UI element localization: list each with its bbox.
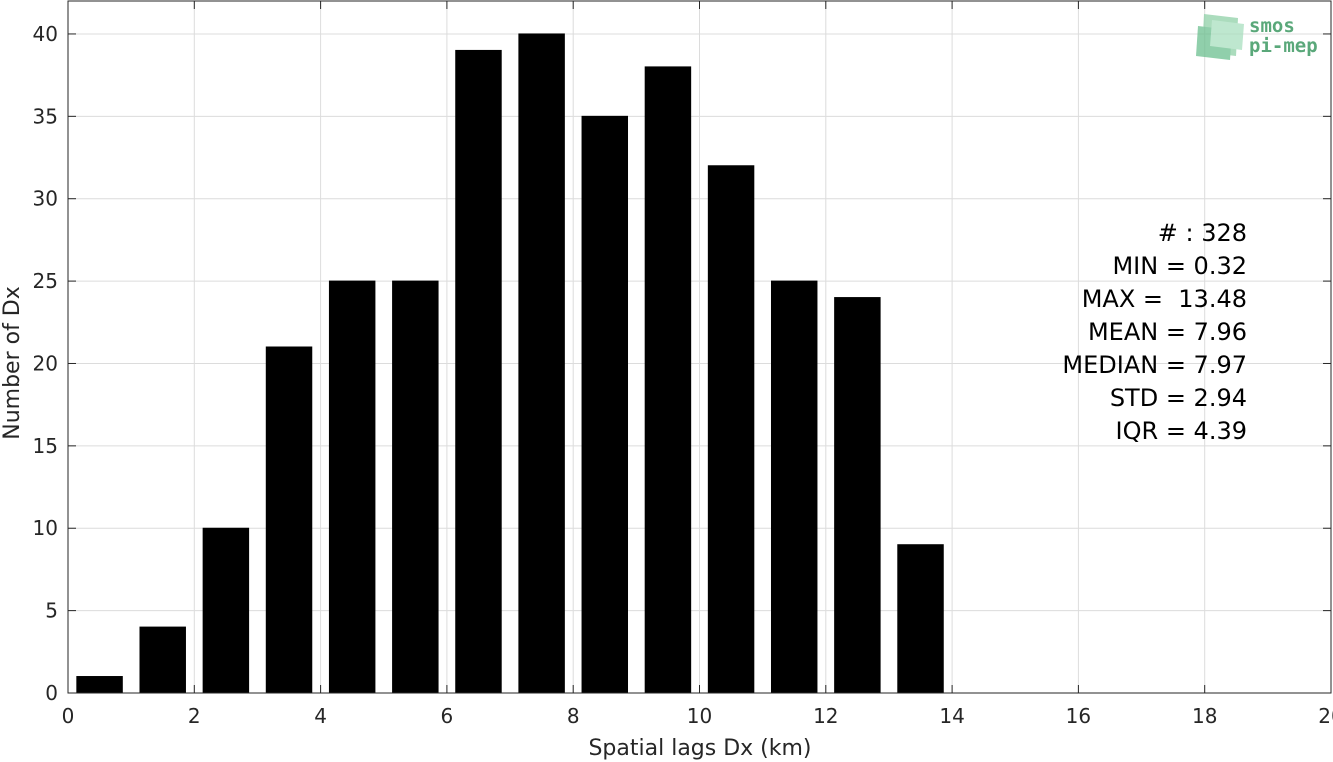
x-tick-label: 12 — [813, 704, 838, 728]
y-tick-label: 40 — [33, 22, 58, 46]
x-tick-label: 4 — [314, 704, 327, 728]
y-tick-label: 5 — [45, 599, 58, 623]
bar — [392, 280, 439, 694]
bar — [707, 165, 755, 694]
stat-line: MEAN = 7.96 — [1088, 318, 1247, 346]
bar — [455, 49, 502, 694]
smos-pi-mep-logo: smos pi-mep — [1196, 14, 1318, 60]
y-axis-ticks: 0 5 10 15 20 25 30 35 40 — [33, 22, 1331, 705]
statistics-box: # : 328 MIN = 0.32 MAX = 13.48 MEAN = 7.96 M… — [1062, 219, 1247, 445]
bar — [770, 280, 818, 694]
bar — [897, 544, 944, 694]
stat-line: # : 328 — [1158, 219, 1247, 247]
bar — [581, 115, 629, 694]
y-tick-label: 10 — [33, 516, 58, 540]
y-tick-label: 0 — [45, 681, 58, 705]
x-tick-label: 6 — [441, 704, 454, 728]
y-tick-label: 35 — [33, 104, 58, 128]
stat-line: MIN = 0.32 — [1112, 252, 1247, 280]
x-tick-label: 18 — [1192, 704, 1217, 728]
bars — [76, 33, 944, 694]
bar — [202, 527, 250, 694]
y-tick-label: 15 — [33, 434, 58, 458]
y-tick-label: 25 — [33, 269, 58, 293]
x-tick-label: 16 — [1066, 704, 1091, 728]
x-axis-ticks: 0 2 4 6 8 10 12 14 16 18 20 — [62, 1, 1333, 728]
x-tick-label: 2 — [188, 704, 201, 728]
x-tick-label: 0 — [62, 704, 75, 728]
logo-text-smos: smos — [1249, 15, 1295, 37]
bar — [834, 297, 881, 694]
bar — [518, 33, 565, 694]
bar — [139, 626, 186, 694]
logo-text-pi-mep: pi-mep — [1249, 35, 1318, 57]
stat-line: MEDIAN = 7.97 — [1062, 351, 1247, 379]
bar — [328, 280, 376, 694]
x-tick-label: 8 — [567, 704, 580, 728]
y-tick-label: 30 — [33, 187, 58, 211]
logo-mark-icon — [1196, 14, 1244, 60]
grid-lines — [68, 1, 1331, 693]
x-tick-label: 20 — [1318, 704, 1333, 728]
stat-line: STD = 2.94 — [1110, 384, 1247, 412]
x-tick-label: 14 — [939, 704, 964, 728]
stat-line: MAX = 13.48 — [1082, 285, 1247, 313]
bar — [644, 66, 692, 694]
y-axis-title: Number of Dx — [0, 286, 25, 440]
y-tick-label: 20 — [33, 351, 58, 375]
x-tick-label: 10 — [687, 704, 712, 728]
stat-line: IQR = 4.39 — [1116, 417, 1247, 445]
bar — [265, 346, 313, 694]
x-axis-title: Spatial lags Dx (km) — [588, 736, 811, 761]
bar — [76, 676, 123, 694]
